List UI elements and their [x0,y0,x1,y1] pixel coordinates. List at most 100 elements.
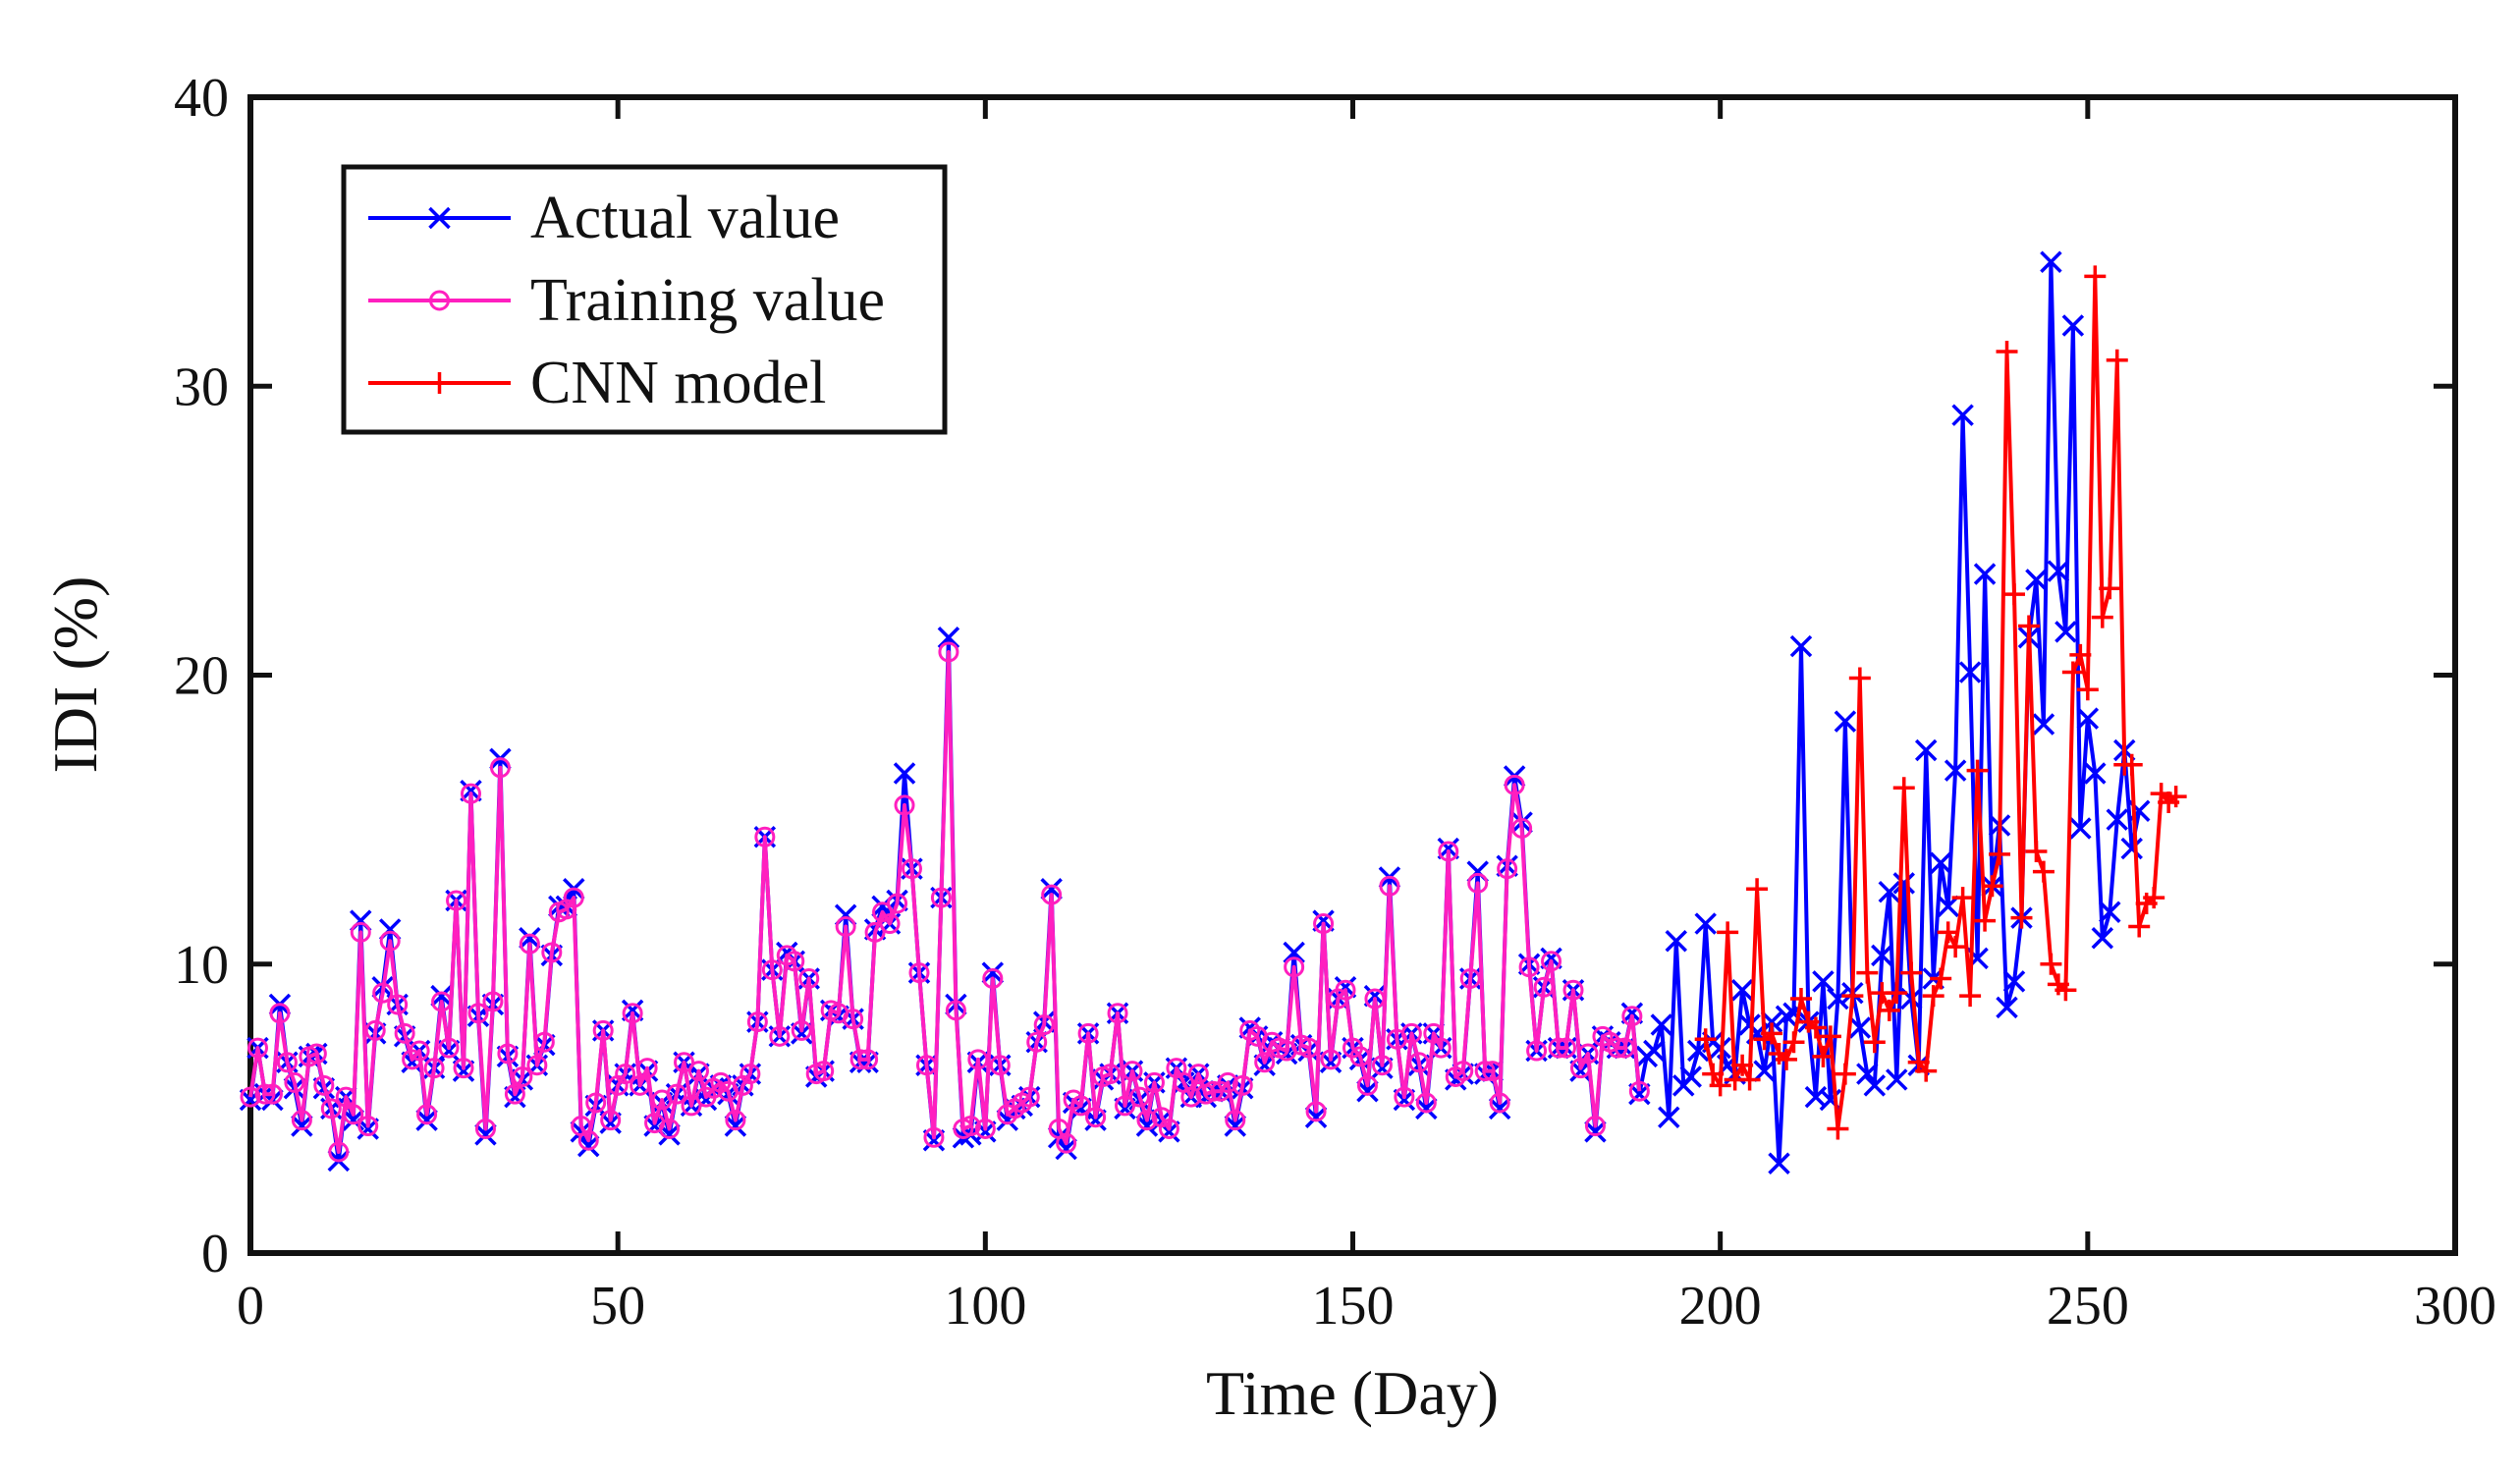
data-point [2061,661,2084,683]
data-point [2025,569,2048,591]
data-point [674,1052,695,1073]
data-point [740,1064,761,1085]
data-point [2120,837,2143,860]
data-point [357,1116,379,1137]
data-point [1775,1005,1798,1027]
data-point [1848,667,1871,689]
data-point [849,1049,871,1070]
data-point [2120,753,2143,776]
data-point [415,1109,438,1131]
data-point [284,1071,305,1093]
x-tick-label: 0 [237,1276,264,1337]
data-point [1776,1048,1798,1070]
data-point [291,1115,313,1137]
data-point [1518,956,1540,978]
data-point [1614,1037,1635,1059]
data-point [497,1043,519,1065]
data-point [1497,858,1518,880]
data-point [1834,710,1857,733]
data-point [1981,875,2003,898]
data-point [908,962,930,984]
data-point [784,951,805,972]
x-axis-title: Time (Day) [1206,1358,1499,1428]
data-point [1304,1106,1328,1128]
data-point [2032,713,2055,736]
data-point [1863,1074,1887,1097]
data-point [893,762,916,785]
data-point [1548,1037,1569,1059]
data-point [2076,679,2099,701]
data-point [725,1110,746,1131]
data-point [1974,909,1997,932]
data-point [1504,774,1525,795]
data-point [843,1009,864,1030]
data-point [453,1058,474,1079]
data-point [372,982,394,1004]
data-point [1056,1132,1077,1154]
data-point [1937,895,1959,918]
data-point [1232,1074,1253,1096]
data-point [1878,880,1901,903]
y-axis-tick-labels: 0 10 20 30 40 [174,68,229,1284]
data-point [2017,615,2040,637]
data-point [1488,1097,1511,1120]
x-tick-label: 150 [1312,1276,1395,1337]
data-point [1812,970,1835,993]
data-point [519,927,541,950]
data-point [328,1141,350,1163]
ticks-layer [247,94,2458,1256]
data-point [1415,1092,1437,1114]
data-point [1827,1118,1849,1140]
data-point [902,858,922,880]
data-point [247,1037,268,1059]
data-point [474,1118,496,1139]
data-point [430,984,453,1008]
data-point [394,1022,415,1044]
data-point [813,1061,835,1082]
data-point [2054,621,2077,643]
data-point [1562,979,1584,1001]
data-point [1679,1065,1702,1088]
data-point [563,887,584,908]
data-point [1929,851,1952,875]
data-point [592,1019,614,1041]
data-point [1658,1106,1680,1128]
data-point [1511,817,1533,839]
data-point [1761,1022,1783,1045]
data-point [1753,1060,1776,1082]
data-point [1643,1039,1666,1063]
data-point [1665,929,1688,953]
y-tick-label: 10 [174,935,229,996]
data-point [2164,786,2187,808]
data-point [938,641,959,663]
data-point [1100,1064,1122,1085]
data-point [1526,1040,1548,1062]
x-tick-label: 50 [590,1276,645,1337]
data-point [2002,970,2026,993]
data-point [2069,643,2092,666]
data-point [1922,985,1945,1008]
data-point [600,1110,622,1131]
data-point [754,826,776,847]
data-point [1556,1037,1577,1059]
data-point [1966,759,1989,782]
x-tick-label: 250 [2047,1276,2129,1337]
data-point [2091,927,2114,950]
legend-label: Actual value [530,185,840,251]
data-point [2106,349,2128,371]
data-point [526,1055,548,1076]
data-point [1320,1049,1342,1070]
data-point [2143,887,2165,909]
data-point [1202,1080,1224,1102]
data-point [1033,1014,1055,1036]
data-point [1789,988,1812,1011]
data-point [261,1083,283,1105]
data-point [2099,577,2121,600]
data-point [1958,661,1982,683]
data-point [630,1074,651,1096]
data-point [1077,1022,1099,1044]
legend-label: Training value [530,267,885,334]
data-point [1782,1031,1805,1054]
y-tick-label: 0 [201,1224,229,1284]
data-point [1180,1086,1202,1108]
